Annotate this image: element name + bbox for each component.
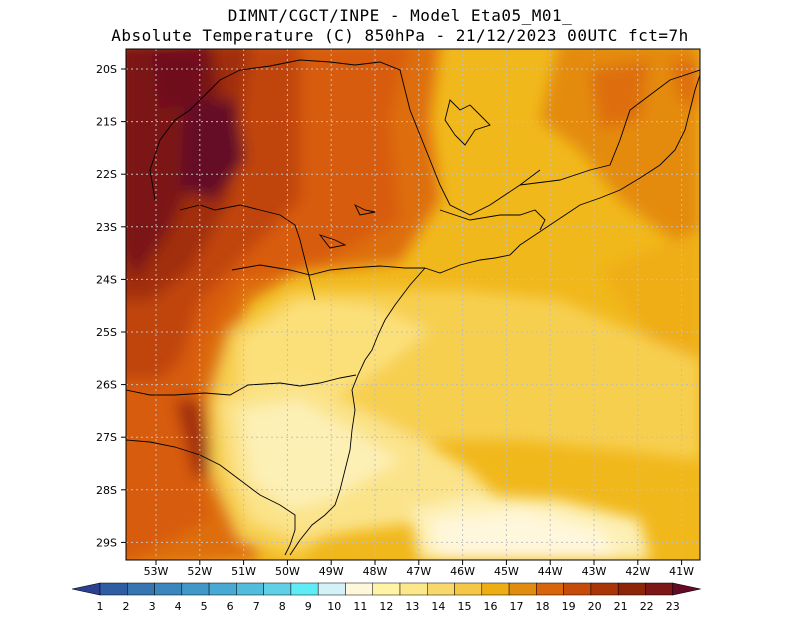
lon-label: 46W	[450, 565, 475, 578]
colorbar-label: 19	[562, 600, 576, 613]
colorbar-label: 9	[305, 600, 312, 613]
lon-label: 50W	[275, 565, 300, 578]
colorbar-label: 8	[279, 600, 286, 613]
lon-label: 45W	[494, 565, 519, 578]
coastline	[424, 74, 700, 274]
colorbar-label: 14	[431, 600, 445, 613]
colorbar-label: 13	[405, 600, 419, 613]
lat-label: 21S	[96, 116, 117, 129]
colorbar-label: 4	[175, 600, 182, 613]
colorbar-swatch	[645, 582, 673, 596]
colorbar-label: 11	[353, 600, 367, 613]
coastline-south	[289, 267, 426, 556]
colorbar-swatch	[454, 582, 483, 596]
lat-label: 20S	[96, 63, 117, 76]
map-grid	[126, 49, 700, 560]
colorbar-label: 21	[614, 600, 628, 613]
lat-label: 28S	[96, 484, 117, 497]
colorbar-swatch	[617, 582, 646, 596]
colorbar-label: 15	[457, 600, 471, 613]
reservoirs	[444, 99, 491, 146]
lon-label: 49W	[319, 565, 344, 578]
colorbar-label: 18	[536, 600, 550, 613]
colorbar-swatch	[372, 582, 401, 596]
state-border-2	[126, 439, 296, 556]
colorbar-swatch	[208, 582, 237, 596]
colorbar-swatch	[427, 582, 455, 596]
colorbar-swatch	[508, 582, 537, 596]
lat-label: 23S	[96, 221, 117, 234]
colorbar-swatch	[290, 582, 319, 596]
state-border-5	[519, 69, 700, 186]
state-border-6	[439, 209, 546, 231]
colorbar-swatch	[99, 582, 128, 596]
colorbar-label: 17	[510, 600, 524, 613]
colorbar-label: 7	[253, 600, 260, 613]
lon-label: 53W	[144, 565, 169, 578]
colorbar-swatch	[263, 582, 292, 596]
longitude-labels: 53W 52W 51W 50W 49W 48W 47W 46W 45W 44W 43W 42W 41W	[144, 560, 694, 578]
boundaries	[126, 59, 700, 556]
colorbar-label: 3	[149, 600, 156, 613]
state-border-4	[149, 59, 541, 216]
lon-label: 43W	[582, 565, 607, 578]
colorbar-swatch	[345, 582, 373, 596]
colorbar-label: 6	[227, 600, 234, 613]
lat-label: 29S	[96, 536, 117, 549]
colorbar-swatch	[154, 582, 183, 596]
lon-label: 44W	[538, 565, 563, 578]
colorbar-max-arrow	[672, 582, 701, 596]
lon-label: 51W	[231, 565, 256, 578]
lon-label: 41W	[669, 565, 694, 578]
colorbar-label: 1	[97, 600, 104, 613]
title-line-2: Absolute Temperature (C) 850hPa - 21/12/…	[111, 26, 689, 45]
latitude-labels: 20S 21S 22S 23S 24S 25S 26S 27S 28S 29S	[96, 63, 126, 549]
state-border-3	[231, 264, 425, 276]
lat-label: 25S	[96, 326, 117, 339]
lon-label: 47W	[406, 565, 431, 578]
title-line-1: DIMNT/CGCT/INPE - Model Eta05_M01_	[227, 6, 573, 25]
lat-label: 24S	[96, 273, 117, 286]
colorbar-swatch	[127, 582, 155, 596]
colorbar-swatch	[399, 582, 428, 596]
colorbar-swatch	[536, 582, 564, 596]
lat-label: 22S	[96, 168, 117, 181]
colorbar-swatch	[481, 582, 510, 596]
colorbar-label: 16	[483, 600, 497, 613]
colorbar-swatch	[563, 582, 592, 596]
plot-frame	[125, 48, 701, 561]
lon-label: 48W	[363, 565, 388, 578]
colorbar-label: 22	[640, 600, 654, 613]
lon-label: 42W	[625, 565, 650, 578]
lat-label: 26S	[96, 379, 117, 392]
colorbar-label: 10	[327, 600, 341, 613]
colorbar-min-arrow	[71, 582, 101, 596]
colorbar-swatch	[590, 582, 619, 596]
river-border	[179, 204, 316, 301]
colorbar: 1 2 3 4 5 6 7 8 9 10 11 12 13 14 15 16 17 18 19 20 21 22 23	[71, 582, 701, 613]
colorbar-label: 2	[123, 600, 130, 613]
lat-label: 27S	[96, 431, 117, 444]
state-border-1	[126, 374, 357, 396]
colorbar-label: 5	[201, 600, 208, 613]
colorbar-swatch	[236, 582, 264, 596]
colorbar-label: 12	[379, 600, 393, 613]
lon-label: 52W	[187, 565, 212, 578]
colorbar-swatch	[317, 582, 346, 596]
colorbar-swatch	[181, 582, 210, 596]
temperature-field	[126, 49, 700, 560]
colorbar-label: 23	[666, 600, 680, 613]
colorbar-label: 20	[588, 600, 602, 613]
